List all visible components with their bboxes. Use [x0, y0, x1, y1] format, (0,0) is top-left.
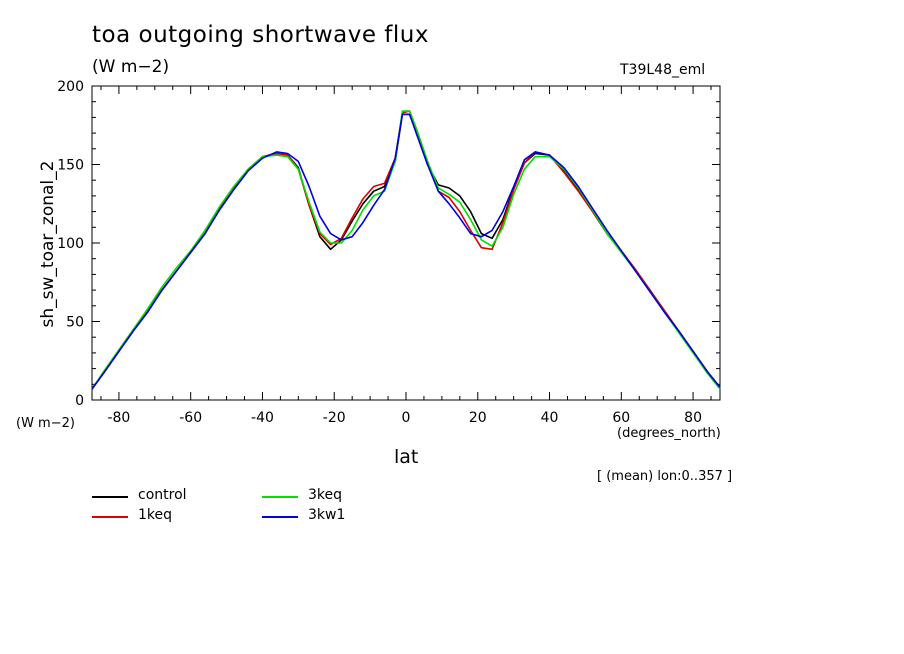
y-tick-label: 0: [75, 393, 84, 409]
run-label: T39L48_eml: [620, 62, 706, 78]
y-tick-label: 50: [66, 315, 84, 331]
series-line-3keq: [91, 110, 721, 390]
x-tick-label: 40: [541, 410, 559, 426]
legend-swatch-3kw1: [262, 516, 298, 518]
x-tick-label: -60: [179, 410, 202, 426]
y-axis-units: (W m−2): [16, 416, 75, 431]
legend-swatch-control: [92, 496, 128, 498]
legend-label-3keq: 3keq: [308, 487, 343, 503]
legend-swatch-1keq: [92, 516, 128, 518]
y-tick-label: 150: [57, 158, 84, 174]
x-tick-label: 80: [684, 410, 702, 426]
legend-label-1keq: 1keq: [138, 507, 173, 523]
chart-title: toa outgoing shortwave flux: [92, 22, 429, 48]
x-tick-label: -40: [251, 410, 274, 426]
y-tick-label: 100: [57, 236, 84, 252]
x-tick-label: 0: [402, 410, 411, 426]
legend-label-3kw1: 3kw1: [308, 507, 346, 523]
y-tick-label: 200: [57, 79, 84, 95]
plot-frame: [91, 85, 721, 401]
legend-label-control: control: [138, 487, 187, 503]
mean-note: [ (mean) lon:0..357 ]: [597, 469, 733, 484]
series-line-control: [91, 113, 721, 390]
x-tick-label: -80: [107, 410, 130, 426]
chart-subtitle-units: (W m−2): [92, 57, 170, 77]
series-line-3kw1: [91, 113, 721, 390]
x-tick-label: 20: [469, 410, 487, 426]
legend-swatch-3keq: [262, 496, 298, 498]
series-lines: [91, 110, 721, 390]
x-axis-units: (degrees_north): [617, 426, 721, 441]
x-tick-label: 60: [612, 410, 630, 426]
axis-ticks: [92, 85, 720, 401]
series-line-1keq: [91, 110, 721, 390]
x-axis-label: lat: [394, 446, 419, 468]
axis-tick-labels: -80 -60 -40 -20 0 20 40 60 80 0 50 100 150 200: [57, 79, 702, 426]
x-tick-label: -20: [323, 410, 346, 426]
